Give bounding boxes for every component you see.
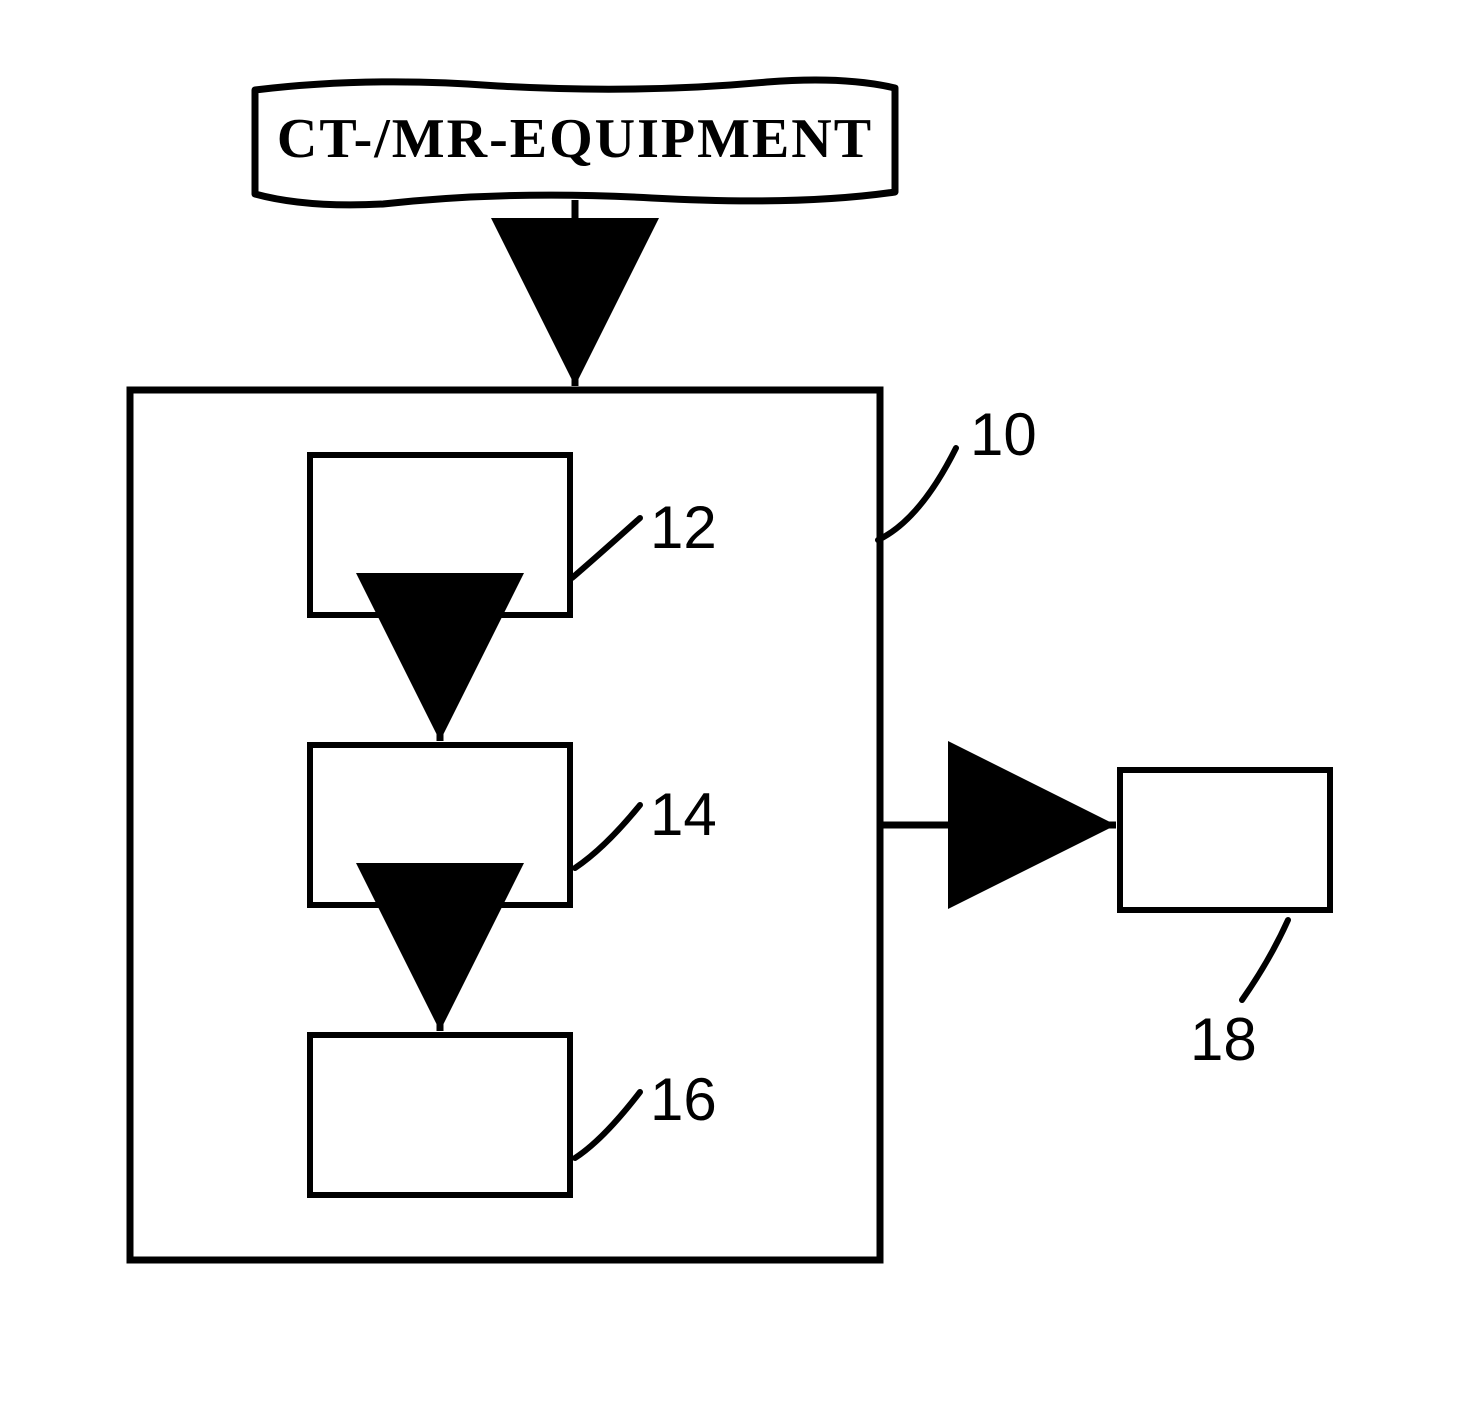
inner-box-12 — [310, 455, 570, 615]
label-lead-16 — [575, 1092, 640, 1158]
label-14: 14 — [650, 781, 717, 848]
label-lead-12 — [572, 518, 640, 578]
label-lead-18 — [1242, 920, 1288, 1000]
top-equipment-box: CT-/MR-EQUIPMENT — [255, 80, 895, 205]
outer-container-box — [130, 390, 880, 1260]
label-lead-10 — [878, 448, 956, 540]
label-12: 12 — [650, 494, 717, 561]
top-box-label: CT-/MR-EQUIPMENT — [277, 108, 873, 170]
inner-box-14 — [310, 745, 570, 905]
inner-boxes — [310, 455, 570, 1195]
label-16: 16 — [650, 1066, 717, 1133]
label-18: 18 — [1190, 1006, 1257, 1073]
label-lead-14 — [575, 805, 640, 868]
right-output-box — [1120, 770, 1330, 910]
label-10: 10 — [970, 401, 1037, 468]
inner-box-16 — [310, 1035, 570, 1195]
diagram-canvas: CT-/MR-EQUIPMENT 10 12 14 16 18 — [0, 0, 1472, 1403]
